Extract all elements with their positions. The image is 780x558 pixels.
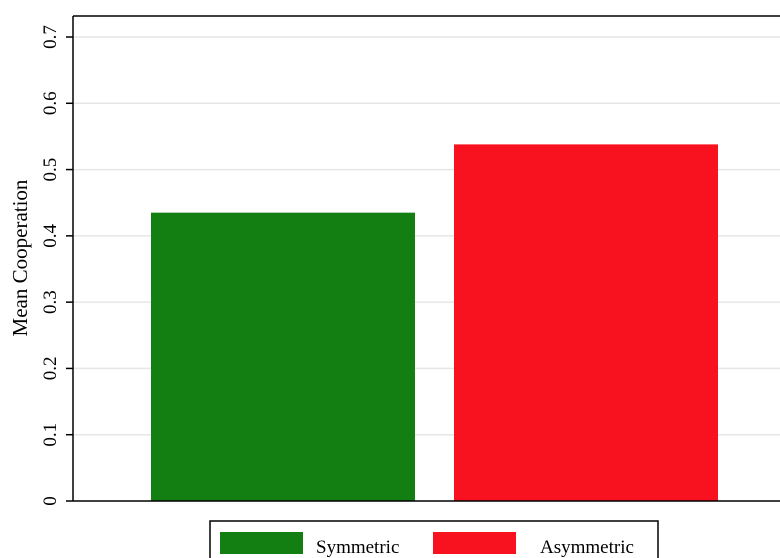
bar-symmetric	[151, 213, 415, 501]
y-tick-label: 0.2	[40, 357, 61, 381]
legend-label-symmetric: Symmetric	[316, 537, 399, 558]
y-tick-label: 0.6	[40, 91, 61, 115]
y-axis-title: Mean Cooperation	[8, 179, 32, 336]
legend-swatch-asymmetric	[433, 532, 516, 554]
y-tick-label: 0.3	[40, 290, 61, 314]
y-tick-label: 0.5	[40, 158, 61, 182]
y-tick-labels: 0 0.1 0.2 0.3 0.4 0.5 0.6 0.7	[40, 25, 61, 506]
legend: Symmetric Asymmetric	[210, 521, 658, 558]
y-tick-label: 0.7	[40, 25, 61, 49]
y-tick-label: 0	[40, 496, 61, 506]
legend-label-asymmetric: Asymmetric	[540, 537, 634, 558]
legend-swatch-symmetric	[220, 532, 303, 554]
y-tick-label: 0.4	[40, 223, 61, 247]
bars	[151, 144, 718, 501]
y-tick-label: 0.1	[40, 423, 61, 447]
bar-asymmetric	[454, 144, 718, 501]
